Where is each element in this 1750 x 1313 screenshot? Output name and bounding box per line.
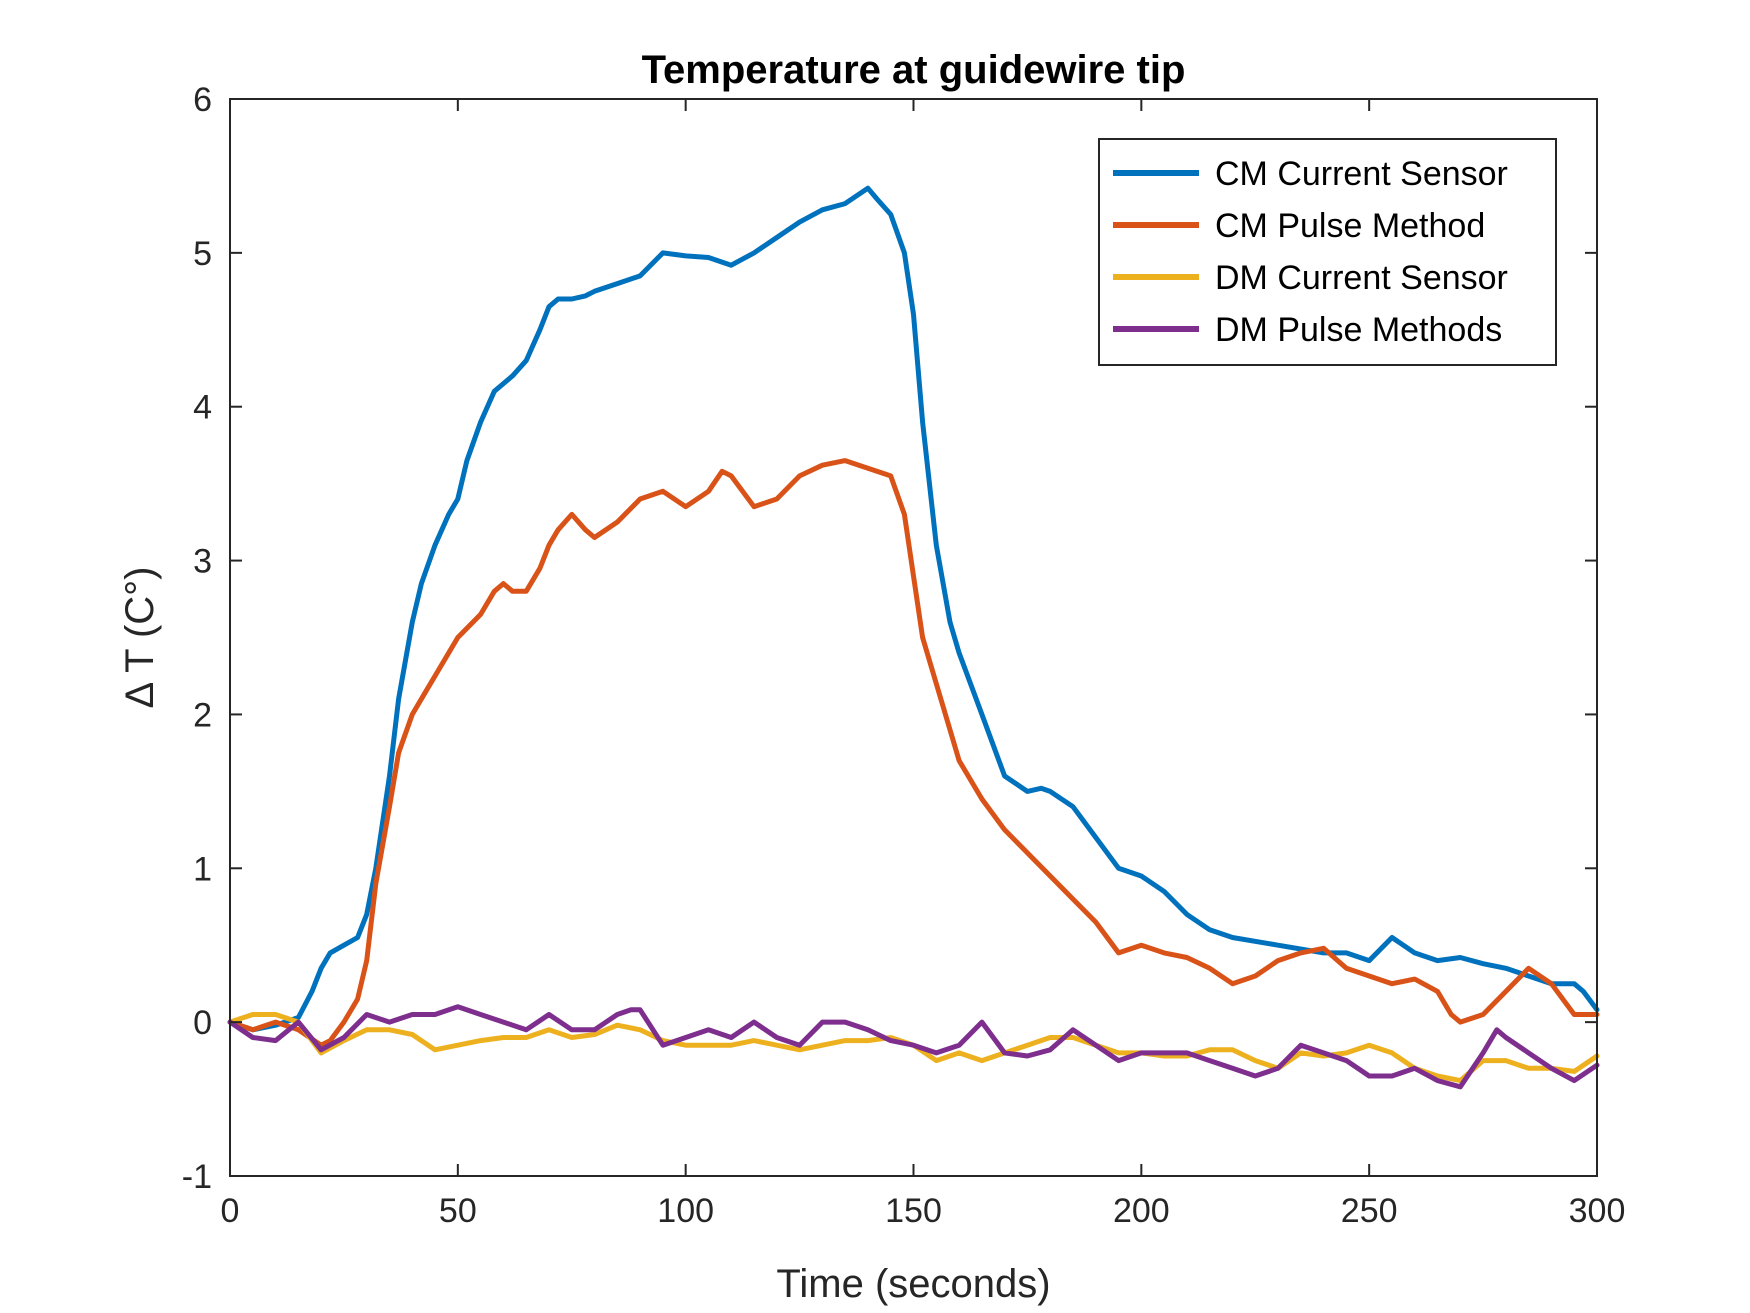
- y-tick-label: 4: [193, 389, 212, 427]
- x-tick-label: 150: [885, 1192, 942, 1230]
- legend-label-3: DM Current Sensor: [1215, 259, 1508, 297]
- legend-label-4: DM Pulse Methods: [1215, 311, 1502, 349]
- x-tick-label: 100: [657, 1192, 714, 1230]
- x-tick-label: 50: [439, 1192, 477, 1230]
- legend-label-1: CM Current Sensor: [1215, 155, 1508, 193]
- y-tick-label: 1: [193, 850, 212, 888]
- series-line-4: [227, 1004, 1600, 1090]
- x-tick-label: 200: [1113, 1192, 1170, 1230]
- chart-title: Temperature at guidewire tip: [642, 48, 1186, 92]
- x-axis-label: Time (seconds): [776, 1262, 1050, 1306]
- y-tick-label: 6: [193, 81, 212, 119]
- y-tick-label: 3: [193, 543, 212, 581]
- series-layer: [227, 185, 1600, 1090]
- y-tick-label: 2: [193, 696, 212, 734]
- x-tick-label: 250: [1341, 1192, 1398, 1230]
- x-tick-label: 0: [221, 1192, 240, 1230]
- series-line-2: [227, 458, 1600, 1048]
- y-tick-label: 5: [193, 235, 212, 273]
- x-tick-label: 300: [1569, 1192, 1626, 1230]
- legend: CM Current Sensor CM Pulse Method DM Curre…: [1098, 138, 1557, 366]
- legend-label-2: CM Pulse Method: [1215, 207, 1485, 245]
- y-tick-label: -1: [182, 1158, 212, 1196]
- y-tick-label: 0: [193, 1004, 212, 1042]
- y-axis-label: Δ T (C°): [118, 567, 162, 709]
